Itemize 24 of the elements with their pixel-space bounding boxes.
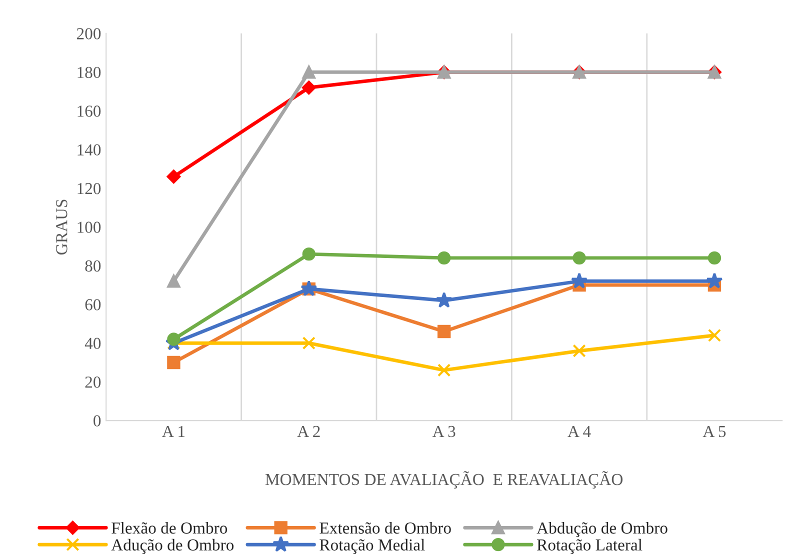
x-axis-title: MOMENTOS DE AVALIAÇÃO E REAVALIAÇÃO xyxy=(265,471,623,489)
legend-label: Extensão de Ombro xyxy=(320,522,451,534)
legend-label: Abdução de Ombro xyxy=(536,522,668,538)
y-tick-label: 20 xyxy=(85,376,101,388)
legend-label: Rotação Medial xyxy=(320,538,425,554)
y-tick-label: 100 xyxy=(78,222,101,233)
x-tick-label: A 5 xyxy=(702,426,726,438)
y-tick-label: 60 xyxy=(85,299,101,310)
x-tick-label: A 3 xyxy=(432,426,456,438)
y-tick-label: 140 xyxy=(78,144,101,156)
y-tick-label: 120 xyxy=(78,182,101,194)
x-tick-label: A 4 xyxy=(568,426,591,437)
legend-label: Flexão de Ombro xyxy=(112,522,228,534)
x-tick-label: A 2 xyxy=(297,426,320,437)
y-tick-label: 200 xyxy=(76,28,101,40)
legend-label: Rotação Lateral xyxy=(537,538,642,554)
y-axis-title: GRAUS xyxy=(56,200,68,255)
y-tick-label: 0 xyxy=(94,415,101,426)
x-tick-label: A 1 xyxy=(162,426,185,437)
y-tick-label: 160 xyxy=(78,106,101,117)
y-tick-label: 40 xyxy=(84,338,101,350)
y-tick-label: 180 xyxy=(78,66,101,78)
legend-label: Adução de Ombro xyxy=(111,538,234,554)
y-tick-label: 80 xyxy=(85,260,101,272)
